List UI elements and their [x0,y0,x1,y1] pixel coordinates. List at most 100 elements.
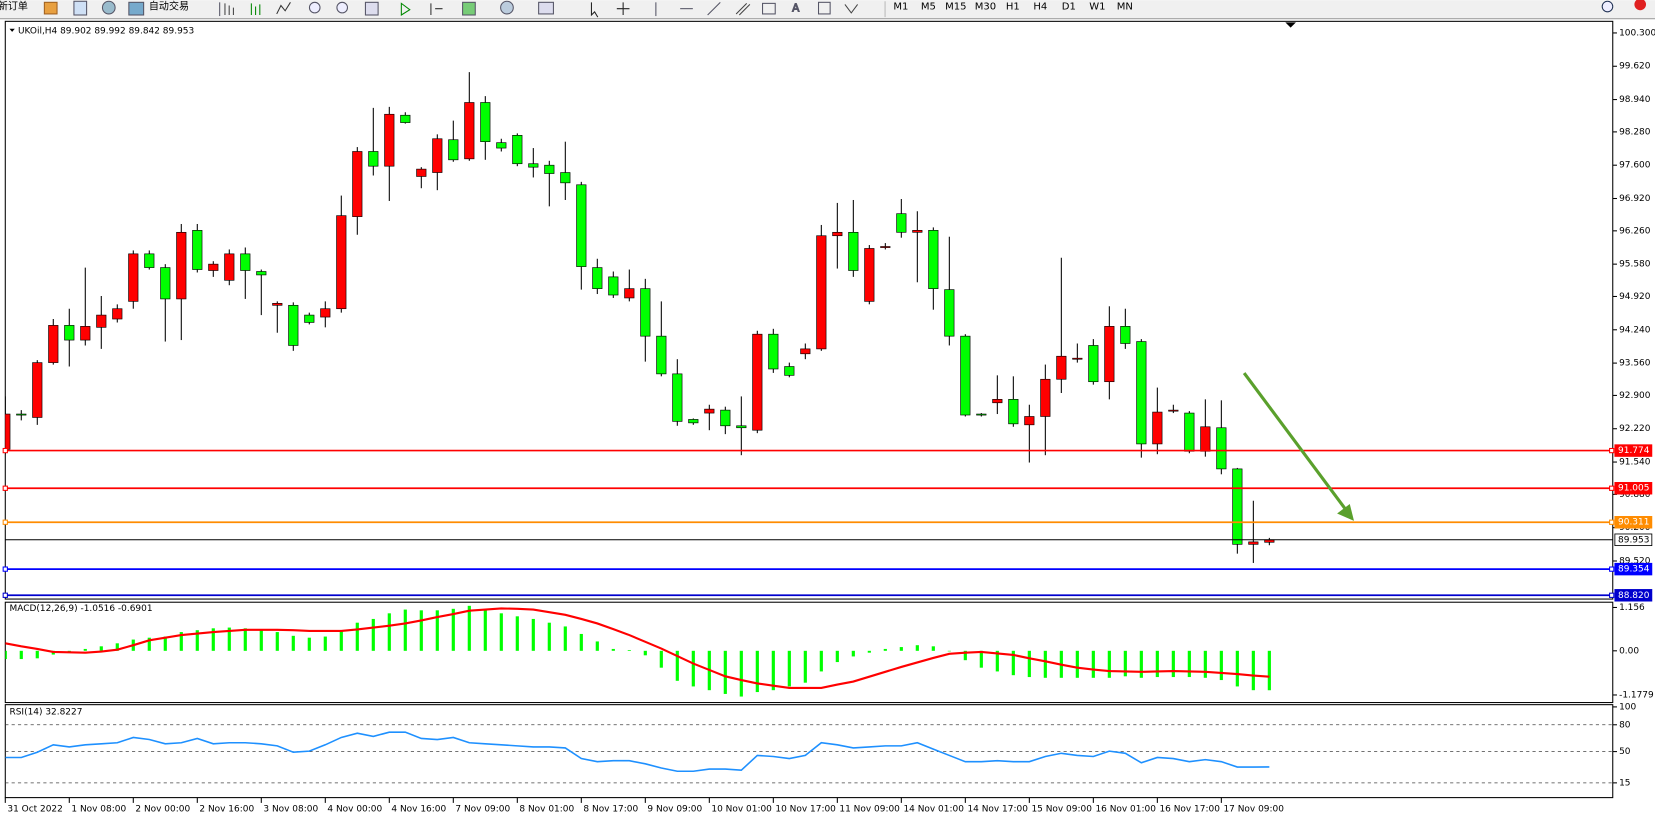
y-tick-label: 1.156 [1619,603,1645,613]
level-price-label: 91.774 [1618,446,1650,456]
candle-body [800,348,811,355]
timeframe-button[interactable]: M30 [975,2,996,13]
macd-bar [1027,650,1031,678]
macd-bar [1139,650,1143,678]
macd-bar [179,632,183,651]
annotation-arrow [1242,372,1354,521]
candle-body [880,246,891,248]
timeframe-button[interactable]: D1 [1062,2,1076,13]
candle-body [128,253,139,302]
macd-bar [195,630,199,651]
macd-bar [99,646,103,651]
candle-body [80,326,91,341]
candle-body [224,253,235,281]
level-price-label: 89.354 [1618,565,1650,575]
candle-body [352,151,363,217]
candle-body [1184,412,1195,452]
candle-body [640,288,651,337]
timeframe-button[interactable]: W1 [1089,2,1105,13]
macd-bar [899,647,903,651]
macd-bar [227,627,231,651]
timeframe-button[interactable]: H1 [1006,2,1020,13]
candle-body [48,325,59,363]
macd-bar [659,650,663,668]
candle-body [864,248,875,302]
candle-body [1136,341,1147,445]
level-price-box [1614,533,1653,547]
candle-body [752,333,763,431]
macd-bar [355,622,359,651]
candle-body [288,304,299,346]
level-price-label: 91.005 [1618,484,1649,494]
x-tick-label: 8 Nov 17:00 [583,805,638,815]
toolbar [0,0,1655,19]
candle-body [576,184,587,267]
x-tick-label: 10 Nov 01:00 [711,805,772,815]
candle-body [608,276,619,296]
timeframe-button[interactable]: M5 [921,2,936,13]
macd-bar [1267,650,1271,691]
candle-body [736,425,747,429]
macd-bar [579,633,583,651]
level-price-box [1614,516,1653,529]
macd-bar [499,613,503,651]
candle-body [1152,411,1163,445]
macd-bar [291,635,295,651]
candle-body [208,263,219,271]
macd-bar [115,643,119,651]
candle-body [1248,541,1259,545]
candle-body [1120,326,1131,344]
macd-bar [275,632,279,651]
level-price-label: 89.953 [1618,535,1649,545]
auto-trading-button[interactable]: 自动交易 [149,0,189,13]
macd-bar [1235,650,1239,687]
macd-bar [723,650,727,694]
candle-body [464,102,475,160]
x-tick-label: 10 Nov 17:00 [775,805,836,815]
x-tick-label: 16 Nov 17:00 [1159,805,1220,815]
candle-body [192,230,203,270]
candle-body [1024,416,1035,426]
timeframe-button[interactable]: H4 [1033,2,1047,13]
candle-body [1168,409,1179,412]
candle-body [160,267,171,300]
level-handle [1609,447,1615,454]
macd-bar [675,650,679,681]
new-order-button[interactable]: 新订单 [0,0,28,13]
x-tick-label: 15 Nov 09:00 [1031,805,1092,815]
macd-bar [691,650,695,687]
candle-body [672,373,683,422]
x-tick-label: 9 Nov 09:00 [647,805,702,815]
macd-bar [867,650,871,653]
candle-body [1104,326,1115,383]
level-handle [1609,592,1615,598]
y-tick-label: 90.880 [1619,490,1651,500]
y-tick-label: 94.920 [1619,292,1651,302]
y-tick-label: 50 [1619,747,1631,757]
x-tick-label: 7 Nov 09:00 [455,805,510,815]
candle-body [560,172,571,184]
timeframe-button[interactable]: M1 [893,2,908,13]
symbol-menu-marker [9,28,15,32]
timeframe-button[interactable]: MN [1117,2,1133,13]
macd-bar [35,650,39,659]
macd-bar [339,630,343,651]
candle-body [1040,378,1051,417]
main-chart-panel [4,20,1614,600]
candle-body [1008,399,1019,425]
candle-body [976,413,987,416]
candle-body [624,288,635,299]
timeframe-button[interactable]: M15 [945,2,966,13]
candle-body [1072,357,1083,360]
macd-bar [371,618,375,651]
macd-bar [883,648,887,651]
level-handle [2,485,8,491]
x-tick-label: 3 Nov 08:00 [263,805,318,815]
candle-body [768,333,779,370]
macd-bar [19,650,23,660]
candle-body [16,413,27,416]
macd-bar [1187,650,1191,678]
macd-bar [979,650,983,668]
